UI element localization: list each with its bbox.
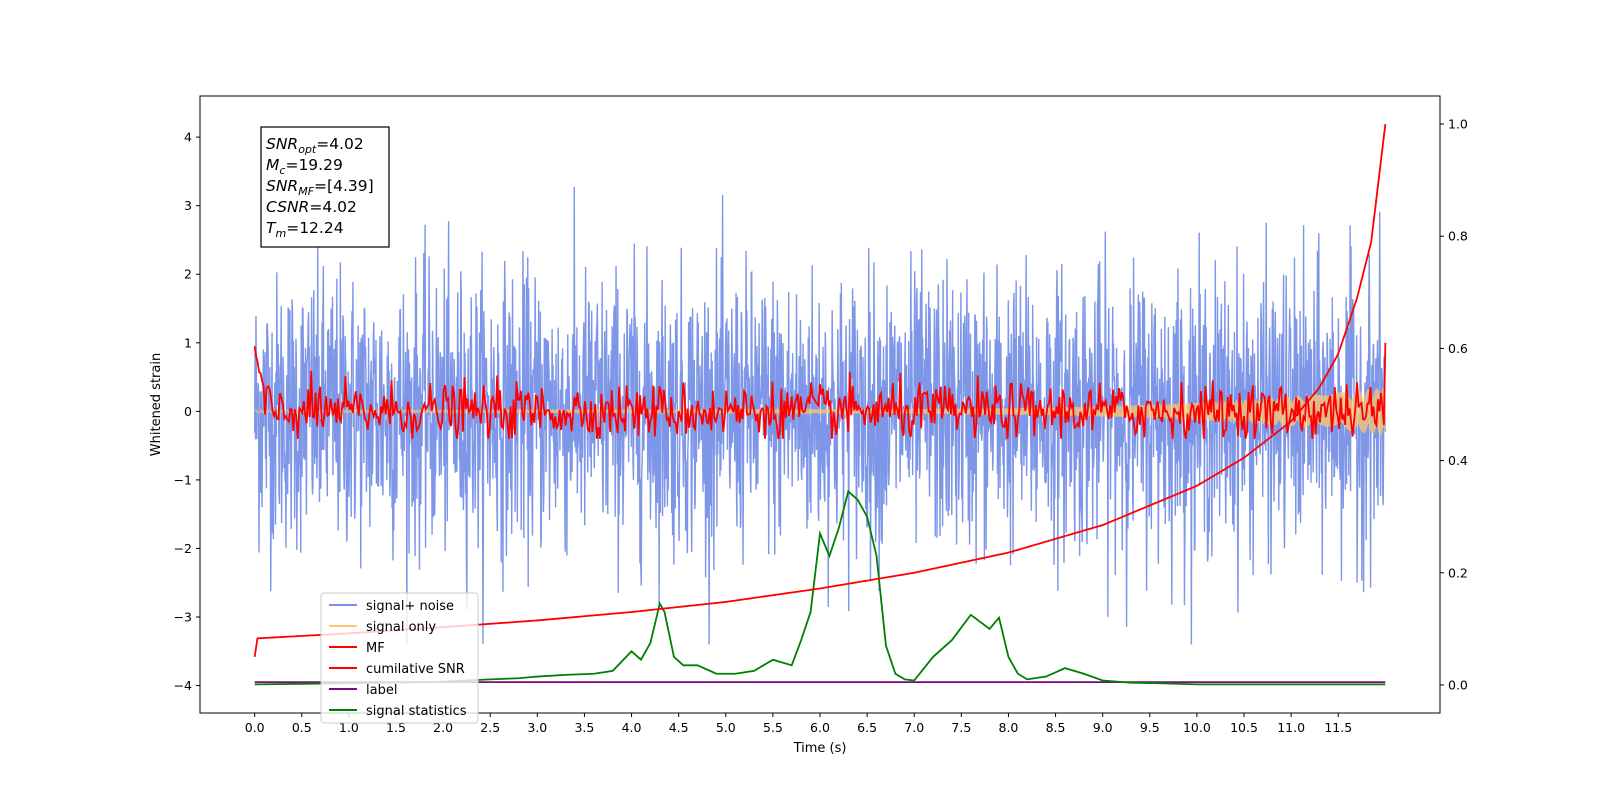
series-signal-statistics xyxy=(254,489,1386,686)
y-right-tick-label: 0.0 xyxy=(1448,677,1468,692)
x-axis-label: Time (s) xyxy=(793,741,847,756)
x-tick-label: 9.5 xyxy=(1140,720,1160,735)
y-right-tick-label: 1.0 xyxy=(1448,117,1468,132)
y-left-tick-label: −3 xyxy=(174,610,192,625)
x-tick-label: 8.5 xyxy=(1046,720,1066,735)
y-left-tick-label: 3 xyxy=(184,198,192,213)
annotation-mc: Mc=19.29 xyxy=(266,156,343,177)
x-tick-label: 0.5 xyxy=(292,720,312,735)
legend-label-label: label xyxy=(366,683,397,698)
annotation-snr-opt: SNRopt=4.02 xyxy=(266,135,364,156)
x-tick-label: 11.5 xyxy=(1324,720,1352,735)
x-tick-label: 3.5 xyxy=(574,720,594,735)
x-tick-label: 3.0 xyxy=(527,720,547,735)
x-tick-label: 1.0 xyxy=(339,720,359,735)
y-left-tick-label: 4 xyxy=(184,130,192,145)
y-right-tick-label: 0.6 xyxy=(1448,341,1468,356)
annotation-frame xyxy=(260,126,390,248)
y-right-tick-label: 0.2 xyxy=(1448,565,1468,580)
x-tick-label: 6.0 xyxy=(810,720,830,735)
x-tick-label: 5.5 xyxy=(763,720,783,735)
legend-label-cumulative-snr: cumilative SNR xyxy=(366,662,465,677)
y-left-tick-label: 0 xyxy=(184,404,192,419)
y-left-tick-label: 1 xyxy=(184,335,192,350)
axis-ticks: 0.0 0.5 1.0 1.5 2.0 2.5 3.0 3.5 4.0 4.5 5.0 5.5 6.0 6… xyxy=(174,117,1468,735)
legend-label-mf: MF xyxy=(366,641,385,656)
x-tick-label: 10.5 xyxy=(1230,720,1258,735)
y-right-tick-label: 0.8 xyxy=(1448,229,1468,244)
legend-label-signal-only: signal only xyxy=(366,620,436,635)
y-left-tick-label: −4 xyxy=(174,678,192,693)
y-left-tick-label: 2 xyxy=(184,267,192,282)
x-tick-label: 6.5 xyxy=(857,720,877,735)
annotation-box: SNRopt=4.02 Mc=19.29 SNRMF=[4.39] CSNR=4… xyxy=(260,126,390,248)
x-tick-label: 8.0 xyxy=(999,720,1019,735)
x-tick-label: 2.5 xyxy=(480,720,500,735)
x-tick-label: 4.0 xyxy=(622,720,642,735)
annotation-snr-mf: SNRMF=[4.39] xyxy=(266,177,374,198)
series-signal-noise xyxy=(253,186,1387,645)
x-tick-label: 11.0 xyxy=(1277,720,1305,735)
x-tick-label: 0.0 xyxy=(245,720,265,735)
x-tick-label: 7.0 xyxy=(904,720,924,735)
legend-label-signal-statistics: signal statistics xyxy=(366,704,467,719)
x-tick-label: 2.0 xyxy=(433,720,453,735)
x-tick-label: 9.0 xyxy=(1093,720,1113,735)
legend: signal+ noise signal only MF cumilative … xyxy=(320,592,479,724)
x-tick-label: 10.0 xyxy=(1183,720,1211,735)
legend-label-signal-noise: signal+ noise xyxy=(366,599,454,614)
x-tick-label: 7.5 xyxy=(951,720,971,735)
annotation-tm: Tm=12.24 xyxy=(266,219,344,240)
y-left-tick-label: −1 xyxy=(174,472,192,487)
y-right-tick-label: 0.4 xyxy=(1448,453,1468,468)
x-tick-label: 4.5 xyxy=(669,720,689,735)
y-axis-label: Whitened strain xyxy=(149,353,164,456)
series-mf xyxy=(253,342,1387,440)
x-tick-label: 5.0 xyxy=(716,720,736,735)
x-tick-label: 1.5 xyxy=(386,720,406,735)
annotation-csnr: CSNR=4.02 xyxy=(266,198,357,216)
y-left-tick-label: −2 xyxy=(174,541,192,556)
legend-frame xyxy=(320,592,479,724)
